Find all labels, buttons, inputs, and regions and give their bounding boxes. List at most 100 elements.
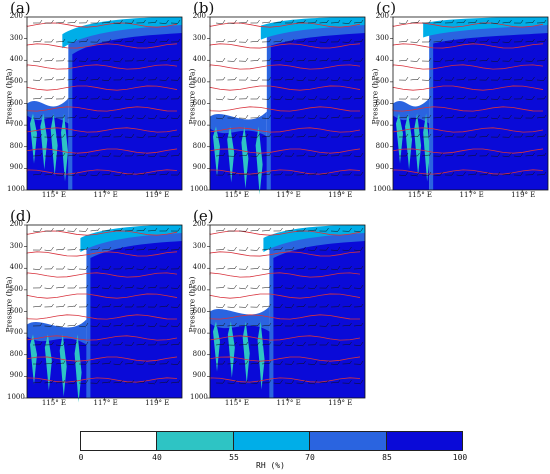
x-tick-label: 117° E — [276, 191, 301, 199]
wind-barb — [44, 152, 54, 157]
y-tick-label: 600 — [375, 98, 389, 107]
wind-barb — [250, 360, 260, 365]
wind-barb — [353, 227, 364, 233]
wind-barb — [136, 227, 146, 232]
x-tick-label: 119° E — [145, 399, 170, 407]
wind-barb — [159, 265, 169, 270]
wind-barb — [296, 360, 306, 365]
wind-barb — [307, 284, 318, 289]
wind-barb — [136, 303, 146, 308]
y-tick-label: 300 — [375, 33, 389, 42]
wind-barb — [67, 76, 77, 81]
temperature-contour — [26, 293, 178, 299]
colorbar-segment — [157, 432, 234, 450]
wind-barb — [55, 360, 66, 365]
wind-barb — [215, 152, 226, 157]
wind-barb — [78, 133, 89, 138]
wind-barb — [78, 76, 89, 82]
colorbar-tick: 70 — [305, 453, 315, 462]
wind-barb — [330, 341, 341, 346]
wind-barb — [55, 38, 66, 43]
wind-barb — [67, 152, 77, 157]
wind-barb — [353, 379, 364, 385]
rh-40-55-streak — [405, 113, 413, 170]
wind-barb — [398, 171, 409, 176]
wind-barb — [330, 303, 341, 308]
wind-barb — [353, 152, 364, 158]
wind-barb — [55, 19, 66, 24]
wind-barb — [113, 322, 123, 327]
colorbar-tick: 0 — [78, 453, 84, 462]
wind-barb — [32, 133, 43, 138]
wind-barb — [159, 360, 169, 365]
wind-barb — [101, 227, 112, 232]
wind-barb — [421, 38, 432, 43]
wind-barb — [78, 265, 89, 270]
wind-barb — [227, 152, 237, 157]
wind-barb — [170, 227, 181, 232]
wind-barb — [90, 284, 100, 289]
wind-barb — [101, 322, 112, 328]
wind-barb — [78, 227, 89, 232]
wind-barb — [353, 133, 364, 138]
wind-barb — [215, 171, 226, 176]
wind-barb — [353, 284, 364, 289]
wind-barb — [261, 379, 272, 384]
wind-barb — [124, 19, 135, 24]
temperature-contour — [392, 169, 544, 175]
y-tick-label: 300 — [192, 241, 206, 250]
wind-barb — [44, 341, 54, 346]
wind-barb — [330, 171, 341, 176]
wind-barb — [124, 133, 135, 138]
wind-barb — [136, 246, 146, 251]
wind-barb — [44, 76, 54, 81]
panel-letter: (c) — [376, 0, 397, 17]
wind-barb — [456, 114, 466, 119]
rh-40-55-streak — [213, 321, 220, 372]
y-tick-label: 500 — [9, 76, 23, 85]
temperature-contour — [209, 43, 361, 49]
y-tick-label: 700 — [9, 328, 23, 337]
wind-barb — [124, 152, 135, 157]
wind-barb — [238, 322, 249, 327]
wind-barb — [307, 322, 318, 327]
wind-barb — [67, 360, 77, 366]
wind-barb — [78, 95, 89, 100]
wind-barb — [296, 95, 306, 100]
wind-barb — [238, 171, 249, 176]
wind-barb — [307, 133, 318, 138]
wind-barb — [250, 95, 260, 100]
wind-barb — [261, 341, 272, 346]
cross-section-plot — [24, 224, 183, 403]
wind-barb — [433, 133, 443, 138]
wind-barb — [170, 360, 181, 365]
y-tick-label: 800 — [192, 141, 206, 150]
wind-barb — [319, 379, 329, 384]
wind-barb — [319, 95, 329, 100]
wind-barb — [78, 360, 89, 365]
wind-barb — [490, 114, 501, 120]
colorbar-segment — [233, 432, 311, 450]
wind-barb — [502, 133, 512, 138]
wind-barb — [32, 57, 43, 63]
wind-barb — [90, 360, 100, 365]
y-tick-label: 500 — [192, 284, 206, 293]
rh-85-100-region — [27, 336, 87, 398]
rh-40-55-streak — [30, 113, 37, 164]
wind-barb — [101, 95, 112, 100]
wind-barb — [101, 171, 112, 176]
colorbar-segment — [81, 432, 158, 450]
wind-barb — [147, 265, 158, 270]
wind-barb — [250, 171, 260, 176]
wind-barb — [410, 133, 420, 138]
wind-barb — [159, 171, 169, 176]
wind-barb — [433, 19, 443, 24]
panel-letter: (a) — [10, 0, 31, 17]
wind-barb — [296, 114, 306, 119]
wind-barb — [467, 114, 478, 119]
rh-40-55-streak — [396, 113, 403, 164]
wind-barb — [44, 303, 54, 308]
wind-barb — [307, 265, 318, 270]
x-tick-label: 115° E — [41, 399, 67, 407]
wind-barb — [284, 322, 295, 327]
